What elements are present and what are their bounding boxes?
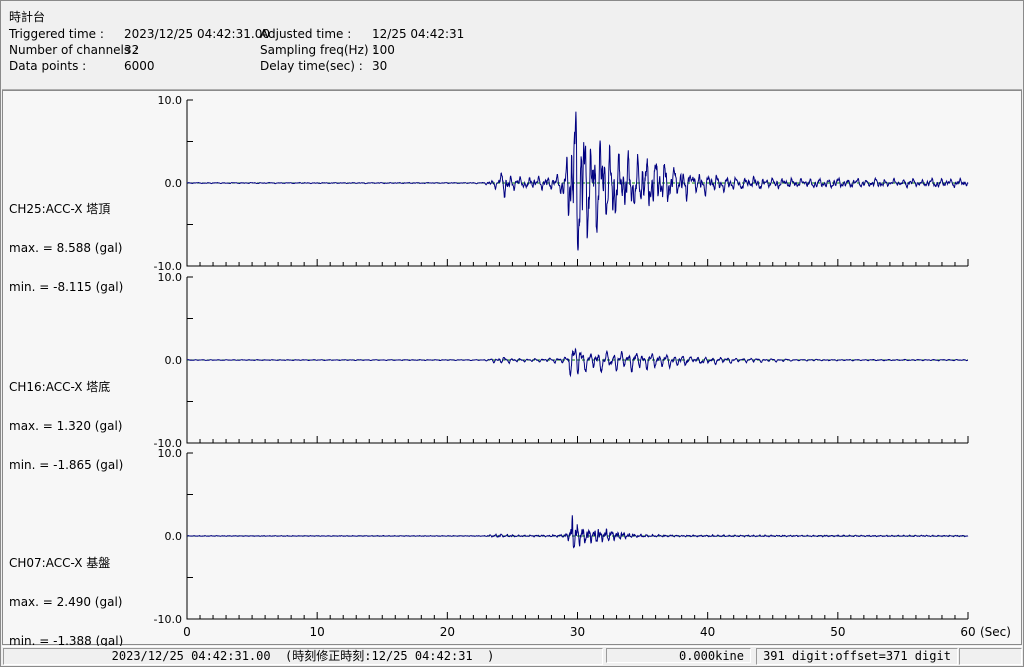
svg-text:50: 50 [830,625,845,639]
triggered-time-value: 2023/12/25 04:42:31.00 [124,27,270,41]
channel-info-ch07: CH07:ACC-X 基盤 max. = 2.490 (gal) min. = … [9,531,169,666]
svg-text:10.0: 10.0 [158,94,183,107]
status-time-section: 2023/12/25 04:42:31.00 (時刻修正時刻:12/25 04:… [3,648,603,665]
seismic-waveform-charts: 10.00.0-10.010.00.0-10.010.00.0-10.00 10 2… [154,94,1011,639]
channel-max: max. = 8.588 (gal) [9,241,123,255]
svg-text:-10.0: -10.0 [154,613,182,626]
channel-min: min. = -1.865 (gal) [9,458,124,472]
header-panel: 時計台 Triggered time : 2023/12/25 04:42:31… [2,1,1022,90]
channel-min: min. = -8.115 (gal) [9,280,124,294]
header-row-1: Triggered time : 2023/12/25 04:42:31.00 … [2,27,1022,41]
svg-text:60: 60 [960,625,975,639]
data-points-label: Data points : [9,59,87,73]
station-title: 時計台 [9,10,46,24]
channel-name: CH25:ACC-X 塔頂 [9,202,111,216]
channel-max: max. = 1.320 (gal) [9,419,123,433]
channel-info-ch16: CH16:ACC-X 塔底 max. = 1.320 (gal) min. = … [9,355,169,498]
status-extra-section [959,648,1022,665]
svg-text:10.0: 10.0 [158,271,183,284]
svg-text:40: 40 [700,625,715,639]
svg-text:-10.0: -10.0 [154,260,182,273]
channel-name: CH16:ACC-X 塔底 [9,380,111,394]
sampling-freq-label: Sampling freq(Hz) : [260,43,377,57]
svg-text:0.0: 0.0 [165,530,183,543]
svg-text:10: 10 [310,625,325,639]
triggered-time-label: Triggered time : [9,27,104,41]
channel-min: min. = -1.388 (gal) [9,634,124,648]
status-digit-section: 391 digit:offset=371 digit [756,648,958,665]
channel-info-ch25: CH25:ACC-X 塔頂 max. = 8.588 (gal) min. = … [9,177,169,320]
svg-text:0.0: 0.0 [165,177,183,190]
svg-text:30: 30 [570,625,585,639]
channel-name: CH07:ACC-X 基盤 [9,556,111,570]
svg-text:10.0: 10.0 [158,447,183,460]
delay-time-label: Delay time(sec) : [260,59,363,73]
sampling-freq-value: 100 [372,43,395,57]
channel-count-label: Number of channels : [9,43,138,57]
svg-text:20: 20 [440,625,455,639]
data-points-value: 6000 [124,59,155,73]
adjusted-time-label: Adjusted time : [260,27,352,41]
svg-text:0: 0 [183,625,191,639]
header-row-3: Data points : 6000 Delay time(sec) : 30 [2,59,1022,73]
status-bar: 2023/12/25 04:42:31.00 (時刻修正時刻:12/25 04:… [2,646,1022,666]
svg-text:0.0: 0.0 [165,354,183,367]
status-kine-section: 0.000kine [606,648,751,663]
header-row-2: Number of channels : 32 Sampling freq(Hz… [2,43,1022,57]
channel-count-value: 32 [124,43,140,57]
adjusted-time-value: 12/25 04:42:31 [372,27,465,41]
channel-max: max. = 2.490 (gal) [9,595,123,609]
delay-time-value: 30 [372,59,388,73]
svg-text:-10.0: -10.0 [154,437,182,450]
waveform-chart-panel: 10.0 0.0 -10.0 10.0 0.0 -10.0 10.0 0.0 -10.0 0 10 2… [2,90,1022,648]
svg-text:(Sec): (Sec) [980,625,1011,639]
